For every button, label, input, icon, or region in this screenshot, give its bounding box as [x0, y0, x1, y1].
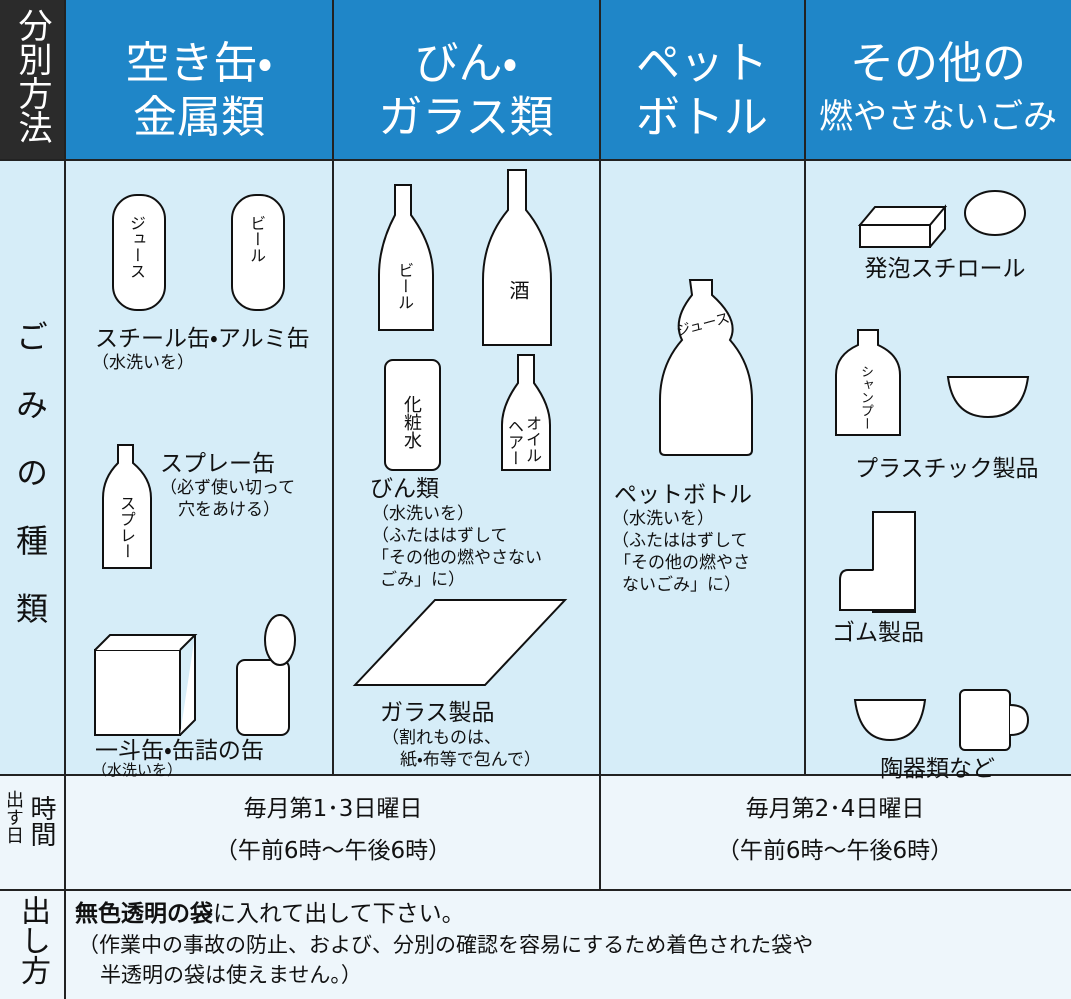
schedule-day: 毎月第2･4日曜日: [745, 796, 925, 822]
icon-label: オイル: [523, 415, 542, 463]
item-note: 穴をあける）: [178, 500, 280, 520]
item-note: （ふたははずして: [372, 526, 508, 546]
item-name: スプレー缶: [160, 451, 275, 477]
item-note: （水洗いを）: [92, 761, 183, 779]
schedule-label: 時間: [26, 795, 56, 847]
column-title: ガラス類: [378, 92, 554, 143]
item-name: ペットボトル: [614, 482, 752, 508]
item-note: （ふたははずして: [612, 531, 748, 551]
item-note: 紙・布等で包んで）: [400, 750, 541, 770]
item-name: 陶器類など: [880, 756, 995, 782]
schedule-time: （午前6時～午後6時）: [716, 838, 954, 864]
schedule-day: 毎月第1･3日曜日: [243, 796, 423, 822]
column-title: 燃やさないごみ: [819, 97, 1057, 137]
how-note: （作業中の事故の防止、および、分別の確認を容易にするため着色された袋や: [78, 933, 814, 957]
item-name: ゴム製品: [832, 620, 924, 646]
item-name: びん類: [370, 476, 439, 502]
icon-label: 酒: [506, 280, 530, 300]
item-name: 発泡スチロール: [864, 256, 1026, 282]
item-name: ガラス製品: [380, 700, 495, 726]
column-title: その他の: [850, 38, 1026, 89]
types-label: ごみの種類: [11, 320, 49, 660]
how-label: 出し方: [15, 895, 50, 985]
item-name: スチール缶・アルミ缶: [95, 326, 310, 352]
icon-label: シャンプー: [858, 365, 873, 430]
schedule-time: （午前6時～午後6時）: [214, 838, 452, 864]
icon-label: ヘアー: [505, 418, 524, 466]
icon-label: 化粧水: [401, 395, 422, 449]
item-note: ごみ」に）: [380, 570, 465, 590]
header-band: [0, 0, 1071, 160]
column-title: びん・: [414, 38, 518, 89]
how-note: 半透明の袋は使えません。）: [100, 963, 362, 987]
item-note: （水洗いを）: [372, 504, 474, 524]
item-name: プラスチック製品: [855, 456, 1039, 482]
schedule-label: 出す日: [3, 790, 24, 844]
how-emphasis: 無色透明の袋: [75, 901, 213, 927]
how-text: に入れて出して下さい。: [213, 901, 465, 927]
item-note: （必ず使い切って: [160, 478, 296, 498]
item-note: 「その他の燃やさ: [614, 553, 750, 573]
method-label: 分別方法: [12, 8, 52, 144]
icon-label: ビール: [247, 215, 266, 263]
column-title: ペット: [636, 38, 768, 89]
column-title: 金属類: [133, 92, 265, 143]
column-title: 空き缶・: [125, 38, 273, 89]
item-note: 「その他の燃やさない: [372, 548, 542, 568]
icon-label: ジュース: [127, 215, 146, 279]
item-note: （水洗いを）: [612, 509, 714, 529]
column-title: ボトル: [636, 92, 768, 143]
icon-label: ビール: [395, 262, 414, 310]
icon-label: スプレー: [117, 495, 136, 559]
method-cell: [0, 0, 65, 160]
item-note: （割れものは、: [382, 728, 501, 748]
item-note: ないごみ」に）: [622, 575, 741, 595]
item-note: （水洗いを）: [92, 353, 194, 373]
illustrations: [94, 169, 1030, 751]
item-name: 一斗缶・缶詰の缶: [95, 738, 264, 764]
